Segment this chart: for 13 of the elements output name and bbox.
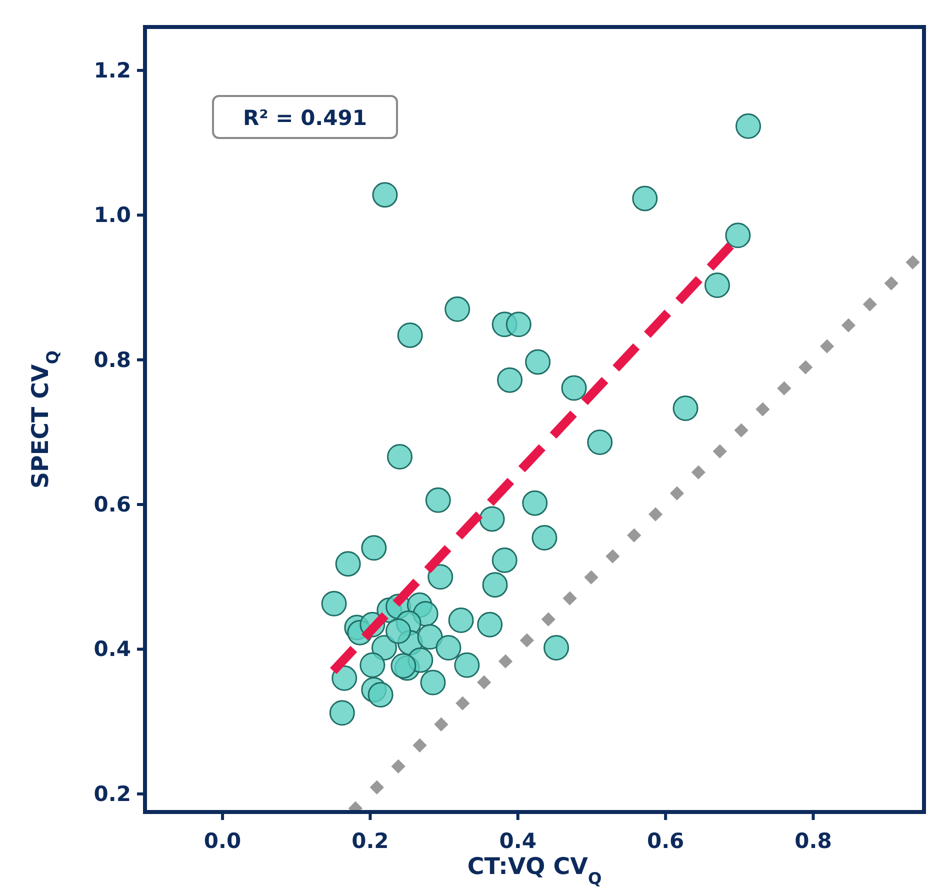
- annotation: R² = 0.491: [242, 106, 368, 130]
- y-tick-label: 0.2: [94, 782, 131, 806]
- x-tick-label: 0.4: [499, 829, 536, 853]
- x-tick-label: 0.2: [352, 829, 389, 853]
- x-tick-label: 0.8: [794, 829, 832, 853]
- y-tick-label: 1.0: [94, 203, 131, 228]
- x-axis-title: CT:VQ CV$_{Q}$: [467, 854, 602, 888]
- x-tick-label: 0.0: [204, 829, 242, 853]
- y-tick-label: 1.2: [94, 58, 131, 82]
- y-tick-label: 0.6: [94, 492, 131, 517]
- x-tick-label: 0.6: [646, 829, 684, 853]
- y-tick-label: 0.8: [94, 348, 131, 372]
- y-tick-label: 0.4: [94, 637, 131, 662]
